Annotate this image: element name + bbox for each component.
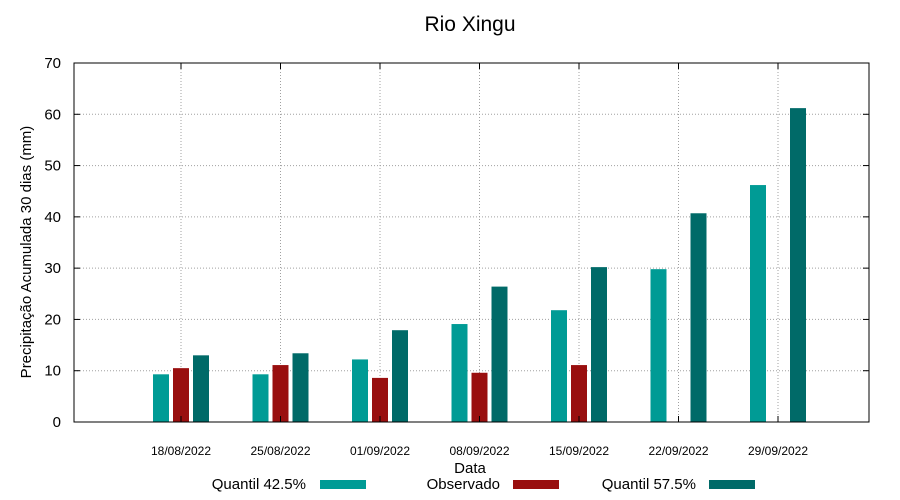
legend-label: Quantil 42.5% [212,476,306,493]
bar-observado-0 [173,368,189,422]
legend-swatch [709,480,755,489]
bar-quantil-42-5-4 [551,310,567,422]
bar-observado-3 [471,372,488,422]
x-tick-label: 22/09/2022 [648,444,708,458]
x-axis-ticks: 18/08/2022 25/08/2022 01/09/2022 08/09/2022… [151,63,808,458]
y-axis-label: Precipitação Acumulada 30 dias (mm) [18,126,35,379]
bar-quantil-57-5-0 [193,355,209,422]
legend: Quantil 42.5% Observado Quantil 57.5% [212,476,755,493]
y-axis-ticks: 0 10 20 30 40 50 60 70 [44,55,869,431]
bar-quantil-57-5-6 [790,108,806,422]
bar-observado-2 [372,377,388,422]
x-tick-label: 25/08/2022 [250,444,310,458]
x-axis-label: Data [454,460,486,477]
y-tick-label: 70 [44,55,61,72]
chart-title: Rio Xingu [424,13,515,36]
y-tick-label: 30 [44,260,61,277]
x-tick-label: 08/09/2022 [449,444,509,458]
x-tick-label: 29/09/2022 [748,444,808,458]
y-tick-label: 20 [44,311,61,328]
y-tick-label: 0 [53,414,61,431]
bar-quantil-42-5-5 [650,269,667,422]
bar-observado-1 [272,365,289,422]
bar-quantil-42-5-0 [153,374,169,422]
bar-quantil-42-5-1 [252,374,269,422]
y-tick-label: 40 [44,209,61,226]
bar-quantil-57-5-1 [292,353,309,422]
y-tick-label: 60 [44,106,61,123]
x-tick-label: 15/09/2022 [549,444,609,458]
bar-quantil-42-5-6 [750,185,766,422]
legend-label: Quantil 57.5% [602,476,696,493]
plot-area-frame [73,62,870,423]
legend-swatch [320,480,366,489]
y-tick-label: 10 [44,363,61,380]
bar-quantil-42-5-3 [451,324,468,422]
bar-quantil-42-5-2 [352,359,368,422]
legend-label: Observado [427,476,500,493]
x-tick-label: 18/08/2022 [151,444,211,458]
x-tick-label: 01/09/2022 [350,444,410,458]
legend-swatch [513,480,559,489]
y-tick-label: 50 [44,158,61,175]
bar-quantil-57-5-5 [690,213,707,422]
bars-group [153,108,806,422]
bar-observado-4 [571,365,587,422]
bar-quantil-57-5-3 [491,286,508,422]
bar-quantil-57-5-2 [392,330,408,422]
bar-quantil-57-5-4 [591,267,607,422]
